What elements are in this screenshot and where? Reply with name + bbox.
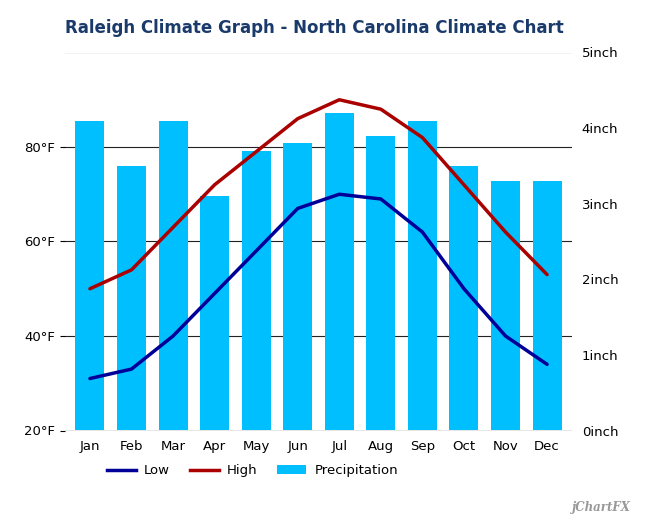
Bar (242, 151, 270, 430)
Bar (117, 166, 146, 430)
Bar (325, 113, 354, 430)
Text: Raleigh Climate Graph - North Carolina Climate Chart: Raleigh Climate Graph - North Carolina C… (65, 19, 564, 37)
Legend: Low, High, Precipitation: Low, High, Precipitation (102, 459, 403, 482)
Bar (283, 143, 312, 430)
Bar (200, 196, 229, 430)
Bar (159, 121, 188, 430)
Bar (367, 135, 395, 430)
Bar (449, 166, 478, 430)
Bar (491, 181, 520, 430)
Text: jChartFX: jChartFX (571, 501, 630, 514)
Bar (75, 121, 105, 430)
Bar (532, 181, 562, 430)
Bar (408, 121, 437, 430)
